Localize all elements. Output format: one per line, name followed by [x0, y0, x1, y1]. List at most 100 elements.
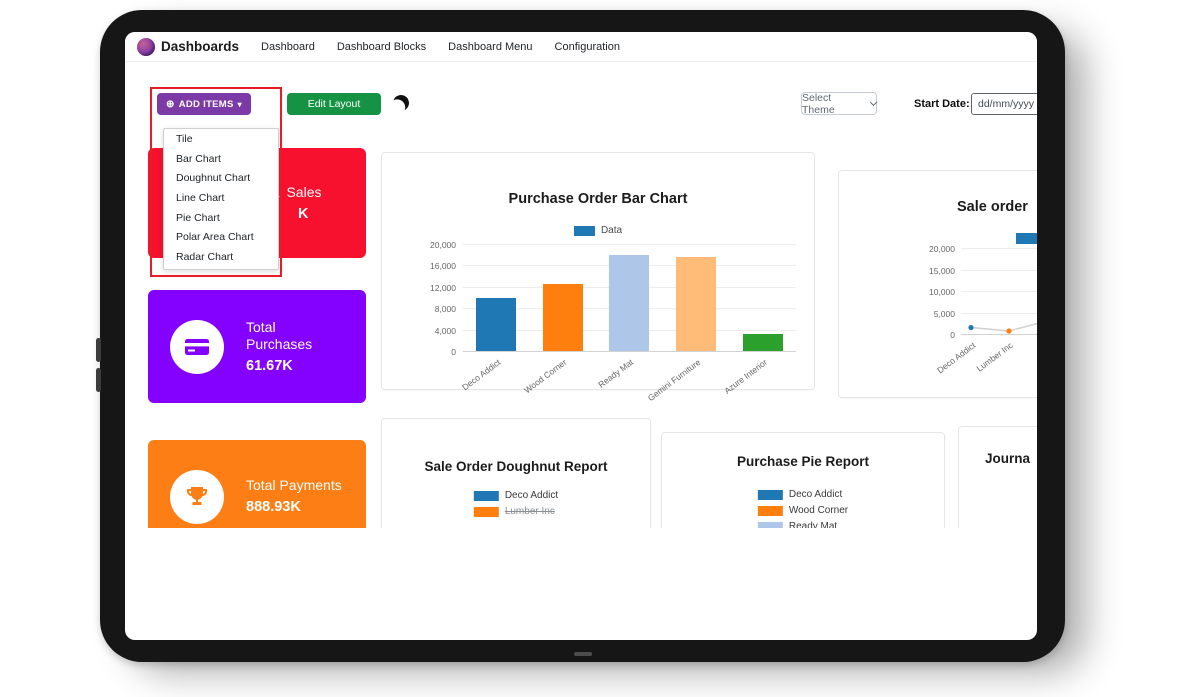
legend-item-wood-corner[interactable]: Wood Corner [757, 505, 849, 516]
tile-value: K [298, 205, 309, 222]
tile-total-purchases: Total Purchases 61.67K [148, 290, 366, 403]
caret-down-icon: ▾ [237, 99, 242, 109]
nav-menu: Dashboard Dashboard Blocks Dashboard Menu C… [261, 41, 620, 53]
card-purchase-pie-report: Purchase Pie Report Deco Addict Wood Corn… [661, 432, 945, 528]
legend-swatch [1016, 233, 1037, 244]
menu-item-bar-chart[interactable]: Bar Chart [176, 152, 221, 165]
trophy-icon [187, 486, 207, 505]
edit-layout-button[interactable]: Edit Layout [287, 93, 381, 115]
pie-legend: Deco Addict Wood Corner Ready Mat [757, 489, 849, 528]
x-tick-label: Azure Interior [721, 357, 769, 396]
legend-label: Deco Addict [788, 489, 843, 500]
gridline [463, 244, 796, 245]
menu-item-tile[interactable]: Tile [176, 133, 193, 145]
legend-swatch [473, 490, 499, 501]
card-purchase-order-bar-chart: Purchase Order Bar Chart Data 20,000 16,0… [381, 152, 815, 403]
x-tick-label: Deco Addict [934, 340, 978, 376]
dark-mode-moon-icon[interactable] [391, 93, 411, 113]
line-chart-y-axis: 20,000 15,000 10,000 5,000 0 [889, 244, 955, 340]
tablet-frame: Dashboards Dashboard Dashboard Blocks Dash… [96, 10, 1065, 662]
card-title: Purchase Order Bar Chart [508, 191, 688, 207]
y-tick-label: 20,000 [430, 240, 456, 250]
legend-item-lumber-inc[interactable]: Lumber Inc [473, 506, 558, 517]
bar-chart-plot [463, 244, 796, 352]
bar-chart-y-axis: 20,000 16,000 12,000 8,000 4,000 0 [392, 240, 456, 357]
app-logo-icon [137, 37, 155, 56]
dashboard-content: ⊕ ADD ITEMS ▾ Edit Layout Select Theme S… [125, 62, 1037, 528]
start-date-label: Start Date: [914, 98, 970, 110]
tile-value: 61.67K [246, 357, 293, 374]
start-date-input[interactable] [971, 93, 1037, 115]
y-tick-label: 10,000 [929, 287, 955, 297]
add-items-button[interactable]: ⊕ ADD ITEMS ▾ [157, 93, 251, 115]
tablet-volume-up-button [96, 338, 101, 362]
y-tick-label: 0 [451, 347, 456, 357]
tile-icon-circle [170, 319, 224, 374]
y-tick-label: 16,000 [430, 261, 456, 272]
edit-layout-label: Edit Layout [307, 98, 361, 110]
y-tick-label: 0 [950, 330, 955, 340]
add-items-dropdown: Tile Bar Chart Doughnut Chart Line Chart Pie… [163, 128, 279, 270]
x-tick-label: Deco Addict [460, 357, 503, 393]
x-tick-label: Ready Mat [596, 357, 636, 390]
legend-swatch [757, 521, 783, 528]
bar-chart-legend[interactable]: Data [382, 225, 814, 236]
legend-label: Ready Mat [788, 521, 838, 528]
tile-value: 888.93K [246, 499, 301, 515]
screen: Dashboards Dashboard Dashboard Blocks Dash… [125, 32, 1037, 640]
plus-circle-icon: ⊕ [166, 98, 175, 110]
add-items-label: ADD ITEMS [178, 98, 234, 110]
bar-gemini-furniture [676, 256, 717, 351]
nav-item-dashboard[interactable]: Dashboard [261, 40, 315, 53]
tile-title: Total Payments [246, 477, 342, 493]
doughnut-legend: Deco Addict Lumber Inc [473, 490, 559, 517]
y-tick-label: 8,000 [434, 304, 456, 315]
tile-total-payments: Total Payments 888.93K [148, 440, 366, 528]
nav-item-dashboard-blocks[interactable]: Dashboard Blocks [336, 40, 427, 53]
card-title: Journa [985, 451, 1031, 466]
bar-chart-x-axis: Deco Addict Wood Corner Ready Mat Gemini Fu… [460, 355, 796, 403]
legend-label: Deco Addict [504, 490, 559, 501]
legend-item-deco-addict[interactable]: Deco Addict [757, 489, 848, 500]
x-tick-label: Lumber Inc [975, 340, 1016, 374]
y-tick-label: 15,000 [929, 265, 955, 276]
card-title: Sale Order Doughnut Report [424, 459, 608, 474]
legend-item-deco-addict[interactable]: Deco Addict [473, 490, 559, 501]
top-navbar: Dashboards Dashboard Dashboard Blocks Dash… [125, 32, 1037, 62]
line-chart-plot [961, 248, 1037, 335]
gridline [961, 312, 1037, 314]
brand[interactable]: Dashboards [137, 37, 239, 56]
menu-item-pie-chart[interactable]: Pie Chart [176, 211, 220, 224]
legend-label: Wood Corner [788, 505, 849, 516]
bar-deco-addict [476, 297, 517, 351]
legend-swatch [757, 505, 783, 516]
gridline [463, 351, 796, 352]
card-title: Sale order [957, 199, 1028, 215]
x-tick-label: Wood Corner [522, 357, 569, 396]
gridline [961, 291, 1037, 292]
menu-item-polar-area-chart[interactable]: Polar Area Chart [176, 231, 254, 244]
y-tick-label: 5,000 [933, 308, 955, 319]
y-tick-label: 12,000 [430, 282, 456, 293]
select-theme-dropdown[interactable]: Select Theme [801, 92, 878, 116]
tablet-volume-down-button [96, 368, 101, 392]
bar-wood-corner [542, 284, 583, 351]
gridline [961, 269, 1037, 271]
y-tick-label: 20,000 [929, 244, 955, 254]
nav-item-dashboard-menu[interactable]: Dashboard Menu [448, 40, 533, 53]
x-tick-label: Gemini Furniture [645, 357, 703, 404]
card-journal: Journa [958, 426, 1037, 528]
legend-label: Data [600, 225, 623, 236]
legend-swatch [757, 489, 783, 500]
legend-swatch [473, 506, 499, 517]
menu-item-doughnut-chart[interactable]: Doughnut Chart [176, 172, 251, 185]
card-sale-order-line-chart: Sale order 20,000 15,000 10,000 5,000 0 Deco… [838, 170, 1037, 398]
gridline [961, 248, 1037, 249]
home-indicator [573, 652, 592, 656]
legend-swatch [573, 225, 595, 236]
legend-item-ready-mat[interactable]: Ready Mat [757, 521, 848, 528]
menu-item-line-chart[interactable]: Line Chart [176, 192, 225, 205]
menu-item-radar-chart[interactable]: Radar Chart [176, 251, 234, 264]
nav-item-configuration[interactable]: Configuration [554, 40, 620, 53]
